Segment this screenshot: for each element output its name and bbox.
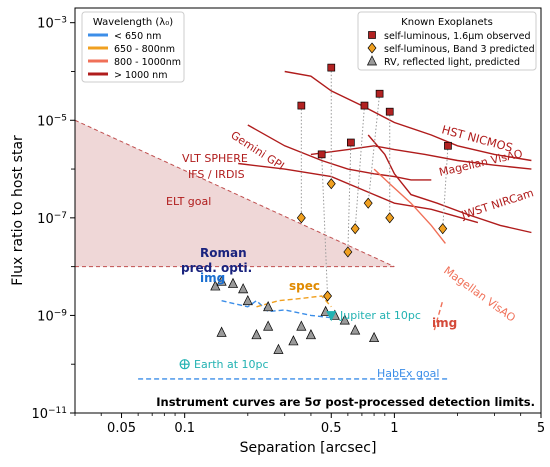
exoplanet-connector	[347, 142, 352, 252]
exoplanet-rv-point	[216, 326, 227, 337]
y-tick-label: 10−5	[37, 113, 67, 129]
exoplanet-rv-point	[296, 320, 307, 331]
y-tick-label: 10−3	[37, 16, 67, 32]
exoplanet-predicted-point	[323, 290, 332, 302]
exoplanet-predicted-point	[385, 212, 395, 224]
wavelength-legend-label: > 1000 nm	[114, 70, 167, 81]
annotation-label: img	[200, 271, 225, 285]
y-tick-label: 10−9	[37, 308, 67, 324]
exoplanet-observed-point	[347, 138, 355, 147]
x-axis-title: Separation [arcsec]	[240, 440, 377, 456]
instrument-curve-0	[247, 124, 432, 181]
exoplanet-rv-point	[242, 294, 253, 306]
exoplanet-rv-point	[350, 324, 361, 335]
exoplanet-legend-marker	[366, 55, 378, 66]
wavelength-legend-label: 800 - 1000nm	[114, 57, 181, 68]
exoplanet-predicted-point	[343, 246, 353, 258]
instrument-curve-4	[367, 134, 532, 234]
roman-spec-curve	[256, 295, 332, 308]
exoplanet-observed-point	[385, 107, 394, 116]
exoplanet-observed-point	[375, 89, 384, 98]
instrument-curve-3	[310, 145, 532, 170]
x-tick-label: 1	[390, 421, 398, 436]
x-tick-label: 5	[537, 421, 545, 436]
roman-img-curve	[221, 299, 332, 319]
x-tick-label: 0.05	[107, 421, 136, 436]
instrument-curve-5	[373, 168, 446, 244]
elt-goal-upper-line	[74, 119, 395, 268]
wavelength-legend-title: Wavelength (λ₀)	[93, 17, 173, 28]
exoplanet-observed-point	[327, 63, 336, 72]
annotation-label: Roman	[200, 246, 247, 260]
far-img-curve	[433, 300, 444, 331]
exoplanet-rv-point	[305, 329, 317, 340]
exoplanet-connector	[367, 93, 381, 204]
y-tick-label: 10−11	[31, 406, 67, 422]
exoplanet-legend-label: self-luminous, 1.6μm observed	[384, 31, 531, 42]
exoplanet-observed-point	[360, 101, 369, 110]
jupiter-marker	[326, 311, 337, 322]
exoplanet-rv-point	[288, 335, 299, 346]
exoplanet-predicted-point	[350, 223, 360, 235]
exoplanet-observed-point	[297, 101, 306, 110]
exoplanet-rv-point	[216, 275, 227, 286]
annotation-label: ELT goal	[166, 195, 211, 208]
earth-label: Earth at 10pc	[194, 358, 269, 371]
exoplanet-legend-marker	[367, 42, 377, 54]
plot-frame	[74, 7, 542, 414]
wavelength-legend-box	[81, 11, 185, 83]
wavelength-legend-label: 650 - 800nm	[114, 44, 175, 55]
exoplanet-rv-point	[263, 301, 274, 312]
jupiter-label: Jupiter at 10pc	[339, 309, 421, 322]
exoplanet-rv-point	[369, 331, 380, 343]
exoplanet-rv-point	[263, 320, 274, 331]
annotation-label: img	[432, 316, 457, 330]
x-tick-label: 0.5	[321, 421, 342, 436]
exoplanet-legend-marker	[368, 31, 376, 39]
habex-goal-label: HabEx goal	[377, 367, 439, 380]
exoplanet-rv-point	[339, 314, 350, 325]
exoplanet-legend-label: self-luminous, Band 3 predicted	[384, 44, 535, 55]
exoplanet-legend-label: RV, reflected light, predicted	[384, 57, 520, 68]
y-tick-label: 10−7	[37, 211, 67, 227]
exoplanet-rv-point	[238, 283, 249, 294]
exoplanet-connector	[321, 154, 329, 297]
exoplanet-rv-point	[227, 277, 239, 288]
annotation-label: IFS / IRDIS	[188, 168, 245, 181]
exoplanet-legend-box	[357, 11, 537, 71]
exoplanet-predicted-point	[363, 197, 373, 209]
y-axis-title: Flux ratio to host star	[10, 135, 26, 286]
exoplanet-observed-point	[444, 141, 452, 150]
exoplanet-connector	[354, 105, 365, 229]
instrument-curve-1	[238, 162, 479, 224]
annotation-label: VLT SPHERE	[182, 152, 248, 165]
exoplanet-predicted-point	[326, 178, 336, 190]
exoplanet-legend-title: Known Exoplanets	[401, 17, 493, 28]
detection-limit-note: Instrument curves are 5σ post-processed …	[156, 395, 535, 409]
instrument-curve-2	[284, 70, 532, 162]
exoplanet-observed-point	[317, 150, 326, 159]
wavelength-legend-label: < 650 nm	[114, 31, 161, 42]
annotation-label: spec	[289, 279, 320, 293]
exoplanet-predicted-point	[296, 212, 306, 224]
exoplanet-rv-point	[273, 343, 284, 354]
x-tick-label: 0.1	[174, 421, 195, 436]
annotation-label: pred. opti.	[181, 261, 252, 275]
exoplanet-predicted-point	[438, 223, 448, 235]
exoplanet-rv-point	[251, 329, 262, 340]
